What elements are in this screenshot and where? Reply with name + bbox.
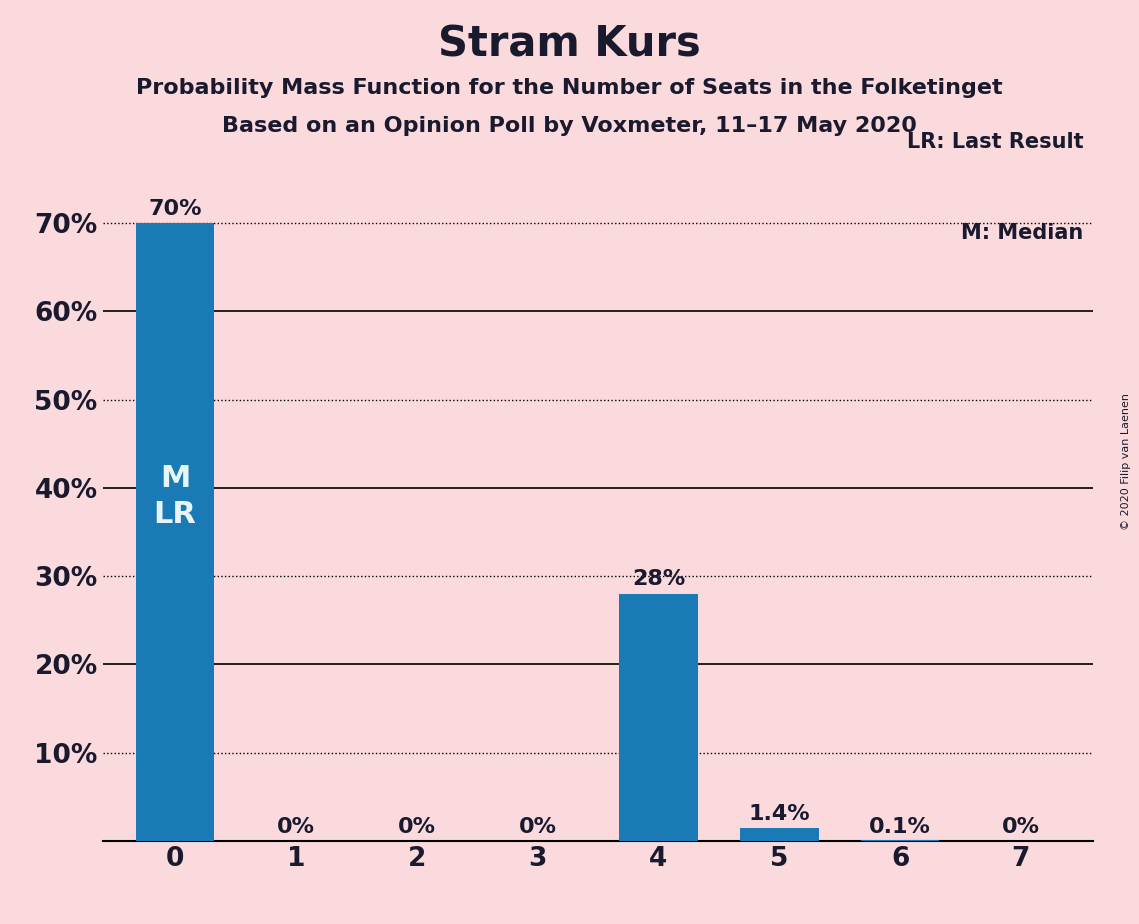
- Text: 70%: 70%: [148, 199, 202, 219]
- Text: 0%: 0%: [1002, 818, 1040, 837]
- Bar: [620, 594, 698, 841]
- Text: Probability Mass Function for the Number of Seats in the Folketinget: Probability Mass Function for the Number…: [137, 78, 1002, 98]
- Bar: [136, 223, 214, 841]
- Text: © 2020 Filip van Laenen: © 2020 Filip van Laenen: [1121, 394, 1131, 530]
- Text: Based on an Opinion Poll by Voxmeter, 11–17 May 2020: Based on an Opinion Poll by Voxmeter, 11…: [222, 116, 917, 136]
- Bar: [740, 829, 819, 841]
- Text: 0.1%: 0.1%: [869, 818, 931, 837]
- Text: LR: Last Result: LR: Last Result: [907, 132, 1083, 152]
- Text: 1.4%: 1.4%: [748, 804, 810, 824]
- Text: M
LR: M LR: [154, 464, 196, 529]
- Text: M: Median: M: Median: [961, 223, 1083, 243]
- Text: 0%: 0%: [398, 818, 436, 837]
- Text: Stram Kurs: Stram Kurs: [439, 23, 700, 65]
- Text: 28%: 28%: [632, 569, 685, 590]
- Text: 0%: 0%: [518, 818, 557, 837]
- Text: 0%: 0%: [277, 818, 314, 837]
